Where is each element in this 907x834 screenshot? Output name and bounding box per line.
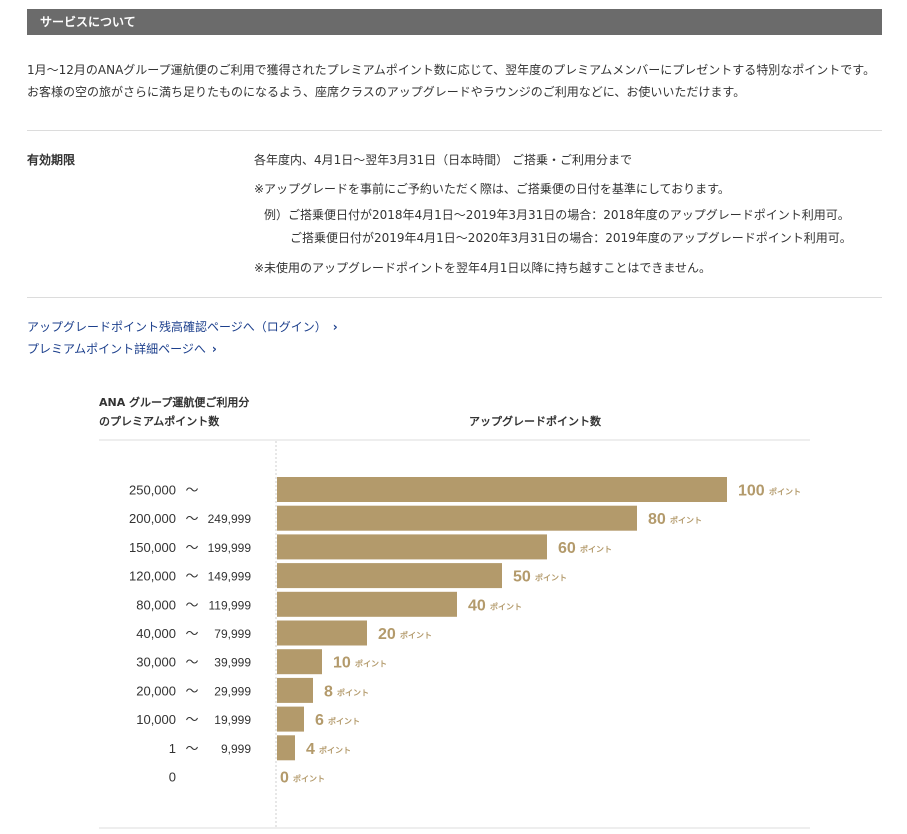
- bar-7: [277, 677, 313, 703]
- range-tilde: ～: [185, 713, 198, 728]
- column-header-premium-points-line1: ANA グループ運航便ご利用分: [99, 396, 250, 409]
- range-tilde: ～: [185, 512, 198, 527]
- value-unit-label: ポイント: [293, 774, 325, 784]
- bar-8: [277, 706, 304, 732]
- validity-note-upgrade: ※アップグレードを事前にご予約いただく際は、ご搭乗便の日付を基準にしております。: [254, 182, 730, 196]
- value-label: 40: [468, 597, 486, 614]
- value-unit-label: ポイント: [580, 544, 612, 554]
- chevron-right-icon: ›: [211, 342, 217, 356]
- value-unit-label: ポイント: [319, 745, 351, 755]
- range-tilde: ～: [185, 627, 198, 642]
- column-header-upgrade-points: アップグレードポイント数: [469, 415, 601, 428]
- column-header-premium-points-line2: のプレミアムポイント数: [99, 415, 220, 428]
- row-label-from: 20,000: [136, 683, 176, 698]
- value-unit-label: ポイント: [769, 487, 801, 497]
- intro-text: 1月～12月のANAグループ運航便のご利用で獲得されたプレミアムポイント数に応じ…: [27, 63, 876, 99]
- value-unit-label: ポイント: [337, 687, 369, 697]
- row-label-to: 199,999: [208, 541, 252, 555]
- bar-6: [277, 649, 322, 675]
- bar-3: [277, 563, 502, 589]
- validity-label: 有効期限: [27, 153, 76, 167]
- premium-point-detail-link-label: プレミアムポイント詳細ページへ: [27, 342, 206, 356]
- range-tilde: ～: [185, 598, 198, 613]
- row-label-from: 150,000: [129, 540, 176, 555]
- row-label-to: 249,999: [208, 512, 252, 526]
- premium-point-detail-link[interactable]: プレミアムポイント詳細ページへ ›: [27, 340, 217, 357]
- row-label-from: 80,000: [136, 597, 176, 612]
- value-unit-label: ポイント: [400, 630, 432, 640]
- value-label: 80: [648, 511, 666, 528]
- row-label-to: 79,999: [214, 627, 251, 641]
- range-tilde: ～: [185, 541, 198, 556]
- row-label-to: 39,999: [214, 656, 251, 670]
- chevron-right-icon: ›: [332, 320, 338, 334]
- bar-4: [277, 591, 457, 617]
- upgrade-balance-link[interactable]: アップグレードポイント残高確認ページへ（ログイン） ›: [27, 318, 338, 335]
- value-label: 6: [315, 712, 324, 729]
- value-label: 50: [513, 569, 531, 586]
- divider-middle: [27, 297, 882, 298]
- section-title: サービスについて: [40, 15, 136, 29]
- bar-0: [277, 477, 727, 502]
- value-label: 4: [306, 741, 315, 758]
- row-label-from: 1: [169, 741, 176, 756]
- row-label-to: 29,999: [214, 684, 251, 698]
- divider-top: [27, 130, 882, 131]
- validity-note-carryover: ※未使用のアップグレードポイントを翌年4月1日以降に持ち越すことはできません。: [254, 261, 711, 275]
- row-label-from: 40,000: [136, 626, 176, 641]
- upgrade-balance-link-label: アップグレードポイント残高確認ページへ（ログイン）: [27, 320, 327, 334]
- validity-period: 各年度内、4月1日～翌年3月31日（日本時間） ご搭乗・ご利用分まで: [254, 153, 632, 167]
- row-label-from: 10,000: [136, 712, 176, 727]
- validity-example-2: ご搭乗便日付が2019年4月1日～2020年3月31日の場合：2019年度のアッ…: [290, 231, 852, 245]
- value-unit-label: ポイント: [328, 716, 360, 726]
- row-label-to: 149,999: [208, 570, 252, 584]
- value-label: 10: [333, 655, 351, 672]
- value-unit-label: ポイント: [355, 659, 387, 669]
- range-tilde: ～: [185, 570, 198, 585]
- range-tilde: ～: [185, 684, 198, 699]
- row-label-from: 0: [169, 770, 176, 785]
- value-label: 8: [324, 683, 333, 700]
- validity-example-1: 例）ご搭乗便日付が2018年4月1日～2019年3月31日の場合：2018年度の…: [264, 208, 850, 222]
- value-label: 100: [738, 483, 765, 500]
- value-unit-label: ポイント: [670, 515, 702, 525]
- row-label-to: 119,999: [209, 598, 252, 612]
- row-label-from: 200,000: [129, 511, 176, 526]
- column-header-premium-points: ANA グループ運航便ご利用分 のプレミアムポイント数: [99, 393, 249, 431]
- value-label: 0: [280, 770, 289, 787]
- value-label: 60: [558, 540, 576, 557]
- row-label-to: 19,999: [214, 713, 251, 727]
- bar-9: [277, 735, 295, 761]
- range-tilde: ～: [185, 484, 198, 499]
- bar-5: [277, 620, 367, 646]
- section-header: サービスについて: [27, 9, 882, 35]
- row-label-to: 9,999: [221, 742, 251, 756]
- value-label: 20: [378, 626, 396, 643]
- row-label-from: 250,000: [129, 483, 176, 498]
- bar-2: [277, 534, 547, 560]
- value-unit-label: ポイント: [535, 573, 567, 583]
- range-tilde: ～: [185, 742, 198, 757]
- value-unit-label: ポイント: [490, 601, 522, 611]
- bar-1: [277, 505, 637, 531]
- row-label-from: 120,000: [129, 569, 176, 584]
- range-tilde: ～: [185, 656, 198, 671]
- row-label-from: 30,000: [136, 655, 176, 670]
